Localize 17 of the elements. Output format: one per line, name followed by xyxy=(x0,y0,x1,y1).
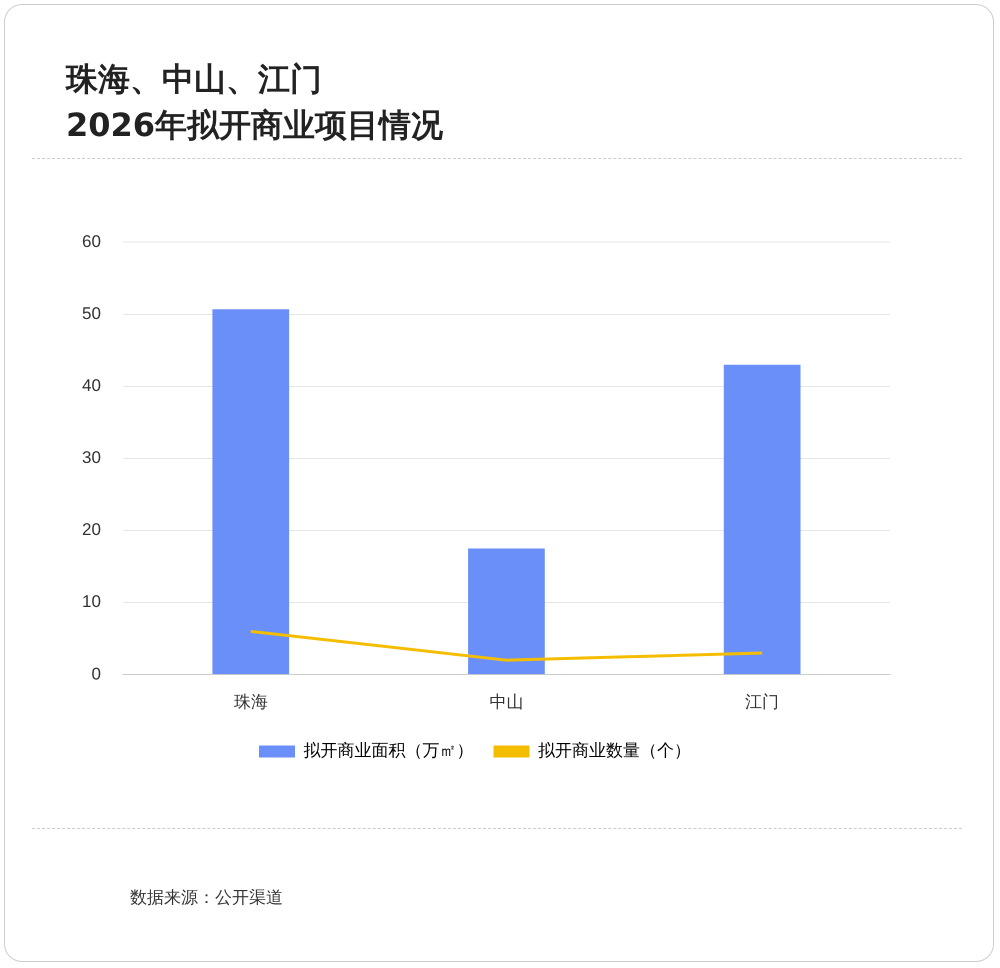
y-tick-label: 40 xyxy=(82,376,101,396)
bar xyxy=(724,364,801,674)
legend-label: 拟开商业面积（万㎡） xyxy=(304,740,474,761)
x-tick-label: 中山 xyxy=(489,692,524,712)
chart-title: 珠海、中山、江门 2026年拟开商业项目情况 xyxy=(66,59,444,146)
bar xyxy=(468,548,545,674)
source-note: 数据来源：公开渠道 xyxy=(130,887,283,909)
y-tick-label: 0 xyxy=(91,664,101,684)
y-tick-label: 30 xyxy=(82,448,101,468)
legend-label: 拟开商业数量（个） xyxy=(538,740,691,761)
bar xyxy=(212,309,290,674)
y-tick-label: 20 xyxy=(82,520,101,540)
x-tick-label: 江门 xyxy=(745,692,780,712)
y-tick-label: 60 xyxy=(82,232,101,251)
x-tick-label: 珠海 xyxy=(234,692,268,712)
y-tick-label: 50 xyxy=(82,304,101,323)
y-tick-label: 10 xyxy=(82,592,101,612)
